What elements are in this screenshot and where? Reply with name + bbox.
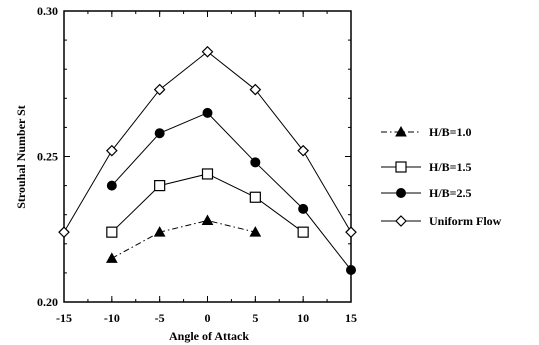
y-tick-label: 0.20 (37, 295, 58, 309)
legend-marker (396, 188, 406, 198)
series-line (111, 220, 256, 259)
legend-marker (395, 215, 407, 227)
x-tick-label: -5 (155, 311, 165, 325)
data-point (250, 157, 261, 168)
legend-label: Uniform Flow (429, 214, 502, 228)
legend-marker (395, 161, 407, 173)
x-tick-label: -15 (56, 311, 72, 325)
series-line (63, 51, 352, 233)
data-point (58, 226, 70, 239)
data-point (249, 83, 262, 96)
x-tick-label: 15 (345, 311, 357, 325)
data-point (345, 226, 357, 239)
data-point (106, 180, 117, 191)
legend: H/B=1.0 H/B=1.5 H/B=2.5 Uniform Flow (381, 125, 502, 228)
data-point (346, 264, 356, 275)
data-point (249, 226, 262, 237)
data-point (201, 45, 214, 58)
legend-item: H/B=1.5 (381, 160, 472, 174)
legend-label: H/B=1.0 (429, 125, 472, 139)
series-h-b-1-0 (105, 214, 262, 263)
x-axis-label: Angle of Attack (169, 329, 249, 343)
series-h-b-2-5 (106, 107, 356, 275)
data-point (154, 180, 166, 192)
data-point (153, 226, 166, 237)
data-point (202, 107, 213, 118)
data-point (106, 226, 118, 238)
series-uniform-flow (58, 45, 357, 239)
x-tick-label: 0 (205, 311, 211, 325)
data-point (297, 226, 309, 238)
legend-marker (395, 125, 407, 137)
y-tick-label: 0.30 (37, 4, 58, 18)
data-point (297, 144, 310, 157)
series-layer (58, 45, 357, 275)
data-point (249, 191, 261, 203)
series-h-b-1-5 (106, 168, 309, 238)
data-point (105, 144, 118, 157)
y-axis-label: Strouhal Number St (14, 105, 28, 209)
data-point (201, 214, 214, 226)
data-point (105, 252, 118, 263)
legend-label: H/B=1.5 (429, 160, 472, 174)
y-tick-label: 0.25 (37, 150, 58, 164)
data-point (153, 83, 166, 96)
series-line (111, 112, 352, 271)
axis-ticks: -15 -10 -5 0 5 10 15 0.20 0.25 0.30 (37, 4, 357, 325)
x-tick-label: -10 (104, 311, 120, 325)
legend-item: Uniform Flow (381, 214, 502, 228)
legend-item: H/B=1.0 (381, 125, 472, 139)
data-point (201, 168, 214, 180)
legend-label: H/B=2.5 (429, 186, 472, 200)
data-point (154, 128, 165, 139)
x-tick-label: 5 (252, 311, 258, 325)
data-point (298, 203, 309, 214)
legend-item: H/B=2.5 (381, 186, 472, 200)
x-tick-label: 10 (297, 311, 309, 325)
